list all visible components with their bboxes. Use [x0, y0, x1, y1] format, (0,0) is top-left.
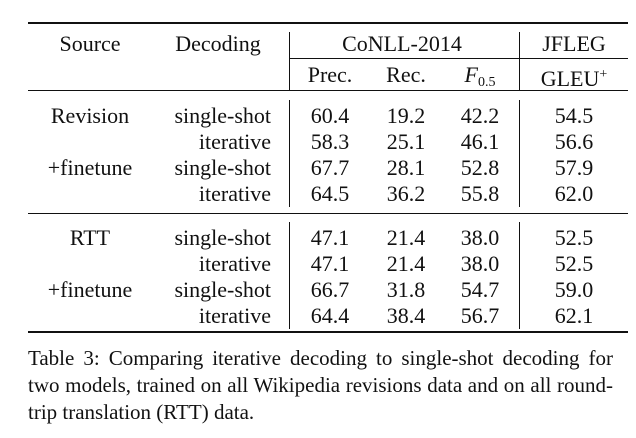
cell-f05: 54.7 — [460, 277, 500, 302]
cell-decoding: single-shot — [174, 225, 271, 250]
header-f-sub: 0.5 — [477, 75, 496, 90]
header-conll: CoNLL-2014 — [342, 31, 462, 56]
header-f-main: F — [464, 62, 478, 87]
vline-right — [519, 32, 520, 90]
cell-source: Revision — [50, 103, 130, 128]
header-decoding: Decoding — [175, 31, 261, 56]
header-prec: Prec. — [307, 62, 353, 87]
caption-text: Comparing iterative decoding to single-s… — [28, 346, 614, 424]
cell-gleu: 52.5 — [554, 251, 594, 276]
cell-rec: 28.1 — [386, 155, 426, 180]
cell-rec: 21.4 — [386, 251, 426, 276]
cell-prec: 47.1 — [310, 251, 350, 276]
cell-decoding: single-shot — [174, 277, 271, 302]
header-rec: Rec. — [386, 62, 426, 87]
header-rule — [28, 90, 628, 91]
header-gleu: GLEU+ — [541, 62, 608, 92]
cell-rec: 25.1 — [386, 129, 426, 154]
top-rule — [28, 22, 628, 24]
mid-rule-1 — [289, 58, 628, 59]
cell-prec: 66.7 — [310, 277, 350, 302]
table-caption: Table 3: Comparing iterative decoding to… — [28, 345, 613, 426]
header-f05: F0.5 — [465, 62, 496, 96]
cell-prec: 67.7 — [310, 155, 350, 180]
cell-gleu: 62.0 — [554, 181, 594, 206]
header-jfleg: JFLEG — [542, 31, 606, 56]
cell-gleu: 52.5 — [554, 225, 594, 250]
cell-decoding: iterative — [198, 303, 271, 328]
cell-f05: 55.8 — [460, 181, 500, 206]
header-gleu-sup: + — [599, 67, 608, 82]
cell-prec: 58.3 — [310, 129, 350, 154]
cell-f05: 42.2 — [460, 103, 500, 128]
cell-decoding: single-shot — [174, 155, 271, 180]
cell-decoding: iterative — [198, 181, 271, 206]
bottom-rule — [28, 331, 628, 333]
vline-right-body1 — [519, 100, 520, 207]
cell-f05: 56.7 — [460, 303, 500, 328]
cell-f05: 38.0 — [460, 251, 500, 276]
cell-f05: 52.8 — [460, 155, 500, 180]
header-source: Source — [59, 31, 121, 56]
vline-left — [289, 32, 290, 90]
cell-gleu: 62.1 — [554, 303, 594, 328]
vline-left-body2 — [289, 222, 290, 329]
cell-prec: 64.4 — [310, 303, 350, 328]
vline-left-body1 — [289, 100, 290, 207]
cell-source: RTT — [69, 225, 111, 250]
cell-source: +finetune — [47, 277, 133, 302]
cell-prec: 60.4 — [310, 103, 350, 128]
cell-rec: 19.2 — [386, 103, 426, 128]
vline-right-body2 — [519, 222, 520, 329]
cell-gleu: 54.5 — [554, 103, 594, 128]
cell-decoding: iterative — [198, 129, 271, 154]
header-gleu-main: GLEU — [540, 66, 600, 91]
cell-decoding: iterative — [198, 251, 271, 276]
cell-rec: 31.8 — [386, 277, 426, 302]
cell-prec: 64.5 — [310, 181, 350, 206]
cell-gleu: 57.9 — [554, 155, 594, 180]
cell-rec: 38.4 — [386, 303, 426, 328]
cell-f05: 38.0 — [460, 225, 500, 250]
group-rule — [28, 213, 628, 214]
cell-rec: 36.2 — [386, 181, 426, 206]
cell-gleu: 56.6 — [554, 129, 594, 154]
cell-source: +finetune — [47, 155, 133, 180]
cell-rec: 21.4 — [386, 225, 426, 250]
cell-f05: 46.1 — [460, 129, 500, 154]
cell-gleu: 59.0 — [554, 277, 594, 302]
caption-label: Table 3: — [28, 346, 100, 370]
cell-decoding: single-shot — [174, 103, 271, 128]
cell-prec: 47.1 — [310, 225, 350, 250]
